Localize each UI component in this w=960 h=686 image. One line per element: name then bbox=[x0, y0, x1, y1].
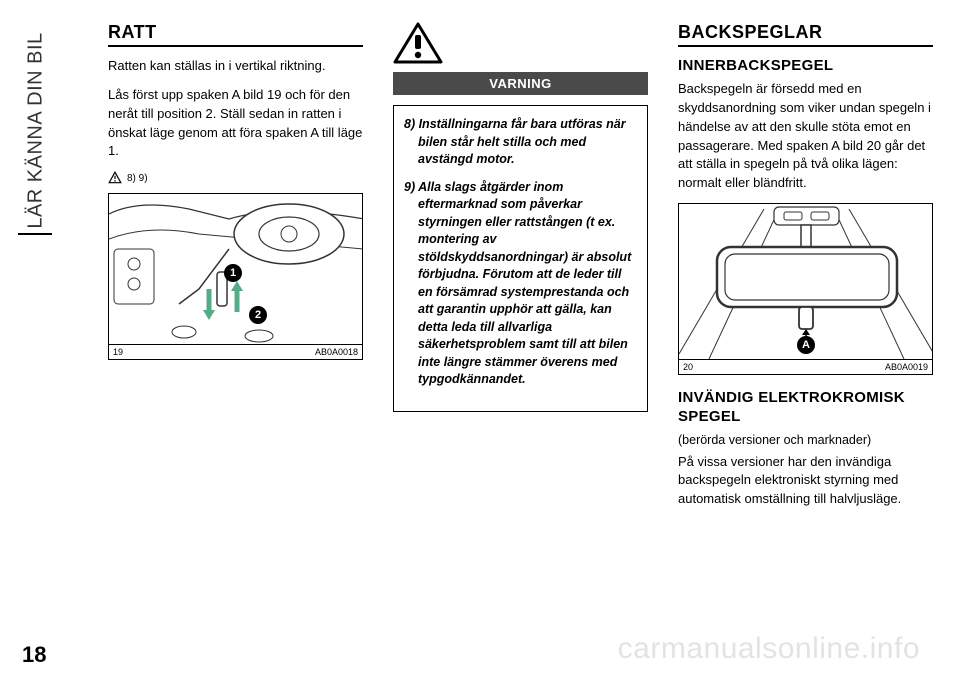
warning-triangle-small-icon bbox=[108, 171, 122, 185]
column-1: RATT Ratten kan ställas in i vertikal ri… bbox=[108, 22, 363, 666]
backspeglar-p1: Backspegeln är försedd med en skyddsanor… bbox=[678, 80, 933, 193]
warning-item-9: 9) Alla slags åtgärder inom eftermarknad… bbox=[404, 179, 637, 389]
heading-ratt: RATT bbox=[108, 22, 363, 47]
warning-header: VARNING bbox=[393, 72, 648, 95]
figure-19-canvas: 1 2 bbox=[109, 194, 362, 344]
manual-page: LÄR KÄNNA DIN BIL 18 carmanualsonline.in… bbox=[0, 0, 960, 686]
sub-innerbackspegel: INNERBACKSPEGEL bbox=[678, 57, 933, 74]
figure-19-code: AB0A0018 bbox=[315, 347, 358, 357]
warning-box: 8) Inställningarna får bara utföras när … bbox=[393, 105, 648, 412]
versions-note: (berörda versioner och marknader) bbox=[678, 433, 933, 447]
warning-ref-line: 8) 9) bbox=[108, 171, 363, 185]
side-tab: LÄR KÄNNA DIN BIL bbox=[18, 25, 52, 235]
column-2: VARNING 8) Inställningarna får bara utfö… bbox=[393, 22, 648, 666]
figure-20-marker-a: A bbox=[797, 336, 815, 354]
figure-20-caption: 20 AB0A0019 bbox=[679, 359, 932, 374]
warning-item-8: 8) Inställningarna får bara utföras när … bbox=[404, 116, 637, 169]
elektro-p: På vissa versioner har den invändiga bac… bbox=[678, 453, 933, 510]
warning-triangle-large-icon bbox=[393, 22, 443, 66]
figure-19-caption: 19 AB0A0018 bbox=[109, 344, 362, 359]
side-tab-text: LÄR KÄNNA DIN BIL bbox=[25, 31, 48, 231]
figure-20: A 20 AB0A0019 bbox=[678, 203, 933, 375]
heading-backspeglar: BACKSPEGLAR bbox=[678, 22, 933, 47]
figure-19-number: 19 bbox=[113, 347, 123, 357]
figure-20-number: 20 bbox=[683, 362, 693, 372]
page-number: 18 bbox=[22, 642, 46, 668]
ratt-p2: Lås först upp spaken A bild 19 och för d… bbox=[108, 86, 363, 161]
column-3: BACKSPEGLAR INNERBACKSPEGEL Backspegeln … bbox=[678, 22, 933, 666]
sub-elektrokromisk: INVÄNDIG ELEKTROKROMISK SPEGEL bbox=[678, 389, 933, 427]
content-columns: RATT Ratten kan ställas in i vertikal ri… bbox=[108, 22, 920, 666]
warning-refs: 8) 9) bbox=[127, 173, 148, 184]
figure-20-code: AB0A0019 bbox=[885, 362, 928, 372]
figure-20-canvas: A bbox=[679, 204, 932, 359]
figure-19: 1 2 19 AB0A0018 bbox=[108, 193, 363, 360]
ratt-p1: Ratten kan ställas in i vertikal riktnin… bbox=[108, 57, 363, 76]
